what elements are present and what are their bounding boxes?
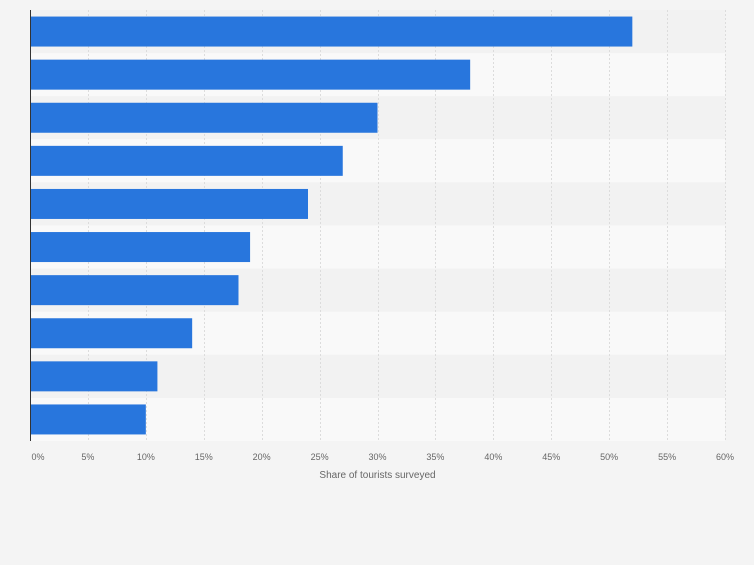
bar[interactable]	[30, 232, 251, 263]
bar[interactable]	[30, 188, 308, 219]
bar[interactable]	[30, 145, 343, 176]
bar[interactable]	[30, 404, 146, 435]
x-tick-label: 20%	[253, 452, 271, 462]
x-tick-label: 30%	[368, 452, 386, 462]
x-tick-label: 60%	[716, 452, 734, 462]
x-tick-label: 40%	[484, 452, 502, 462]
x-axis-title: Share of tourists surveyed	[319, 470, 435, 481]
x-tick-label: 55%	[658, 452, 676, 462]
bar[interactable]	[30, 102, 378, 133]
x-tick-label: 35%	[426, 452, 444, 462]
x-tick-label: 15%	[195, 452, 213, 462]
bar[interactable]	[30, 361, 158, 392]
x-tick-label: 50%	[600, 452, 618, 462]
x-tick-label: 45%	[542, 452, 560, 462]
bars	[30, 16, 633, 435]
x-tick-label: 25%	[311, 452, 329, 462]
x-tick-labels: 0% 5% 10% 15% 20% 25% 30% 35% 40% 45% 50% 55% 60%	[31, 452, 734, 462]
bar[interactable]	[30, 275, 239, 306]
x-tick-label: 0%	[31, 452, 44, 462]
x-tick-label: 5%	[81, 452, 94, 462]
x-tick-label: 10%	[137, 452, 155, 462]
bar[interactable]	[30, 318, 193, 349]
bar[interactable]	[30, 59, 471, 90]
bar[interactable]	[30, 16, 633, 47]
